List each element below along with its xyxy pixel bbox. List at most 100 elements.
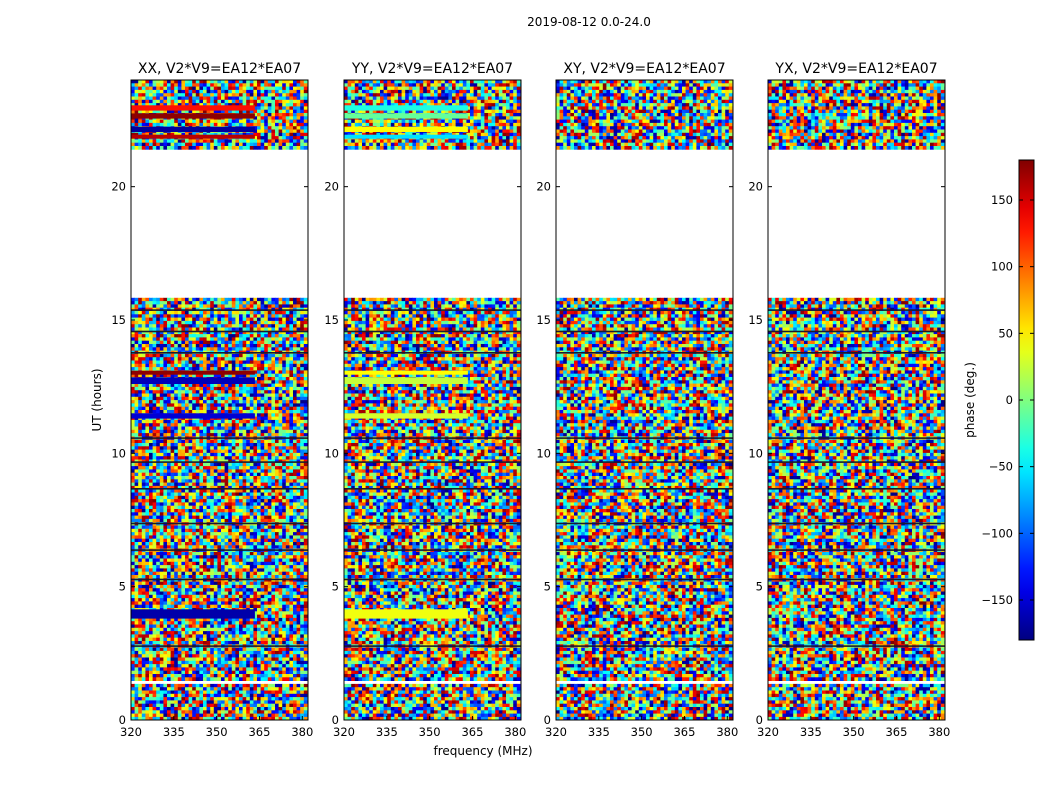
- y-tick-label: 15: [536, 313, 551, 327]
- flag-line: [131, 352, 308, 354]
- panel-frame: [130, 79, 309, 721]
- panel-title: YX, V2*V9=EA12*EA07: [774, 61, 937, 77]
- flag-line: [556, 309, 733, 311]
- x-tick-label: 350: [843, 725, 865, 739]
- y-tick-label: 0: [756, 713, 763, 727]
- flag-line: [768, 461, 945, 463]
- flag-line: [768, 549, 945, 551]
- colorbar-tick-label: 0: [1006, 393, 1013, 407]
- flag-line: [131, 488, 308, 490]
- flag-line: [344, 522, 521, 525]
- panels: XX, V2*V9=EA12*EA07 320 335 350 365 380 0 5 10 15…: [111, 61, 950, 739]
- coherent-phase-band: [344, 134, 468, 139]
- colorbar: −150 −100 −50 0 50 100 150: [981, 159, 1035, 641]
- flag-line: [131, 578, 308, 581]
- flag-line: [344, 309, 521, 311]
- x-tick-label: 350: [631, 725, 653, 739]
- colorbar-tick-label: −100: [981, 526, 1013, 540]
- flag-line: [344, 578, 521, 581]
- panel-frame: [343, 79, 522, 721]
- coherent-phase-band: [131, 609, 255, 619]
- coherent-phase-band: [344, 126, 468, 132]
- flag-line: [768, 309, 945, 311]
- colorbar-tick-label: −150: [981, 593, 1013, 607]
- x-tick-label: 335: [800, 725, 822, 739]
- x-tick-label: 335: [588, 725, 610, 739]
- flag-line: [131, 330, 308, 333]
- y-tick-label: 5: [756, 580, 763, 594]
- flag-line: [556, 437, 733, 439]
- x-tick-label: 335: [376, 725, 398, 739]
- flag-line: [344, 437, 521, 439]
- colorbar-label: phase (deg.): [963, 362, 977, 438]
- flag-line: [131, 437, 308, 439]
- flag-line: [556, 352, 733, 354]
- x-tick-label: 380: [716, 725, 738, 739]
- panel-3: XY, V2*V9=EA12*EA07 320 335 350 365 380 0 5 10 15…: [536, 61, 738, 739]
- panel-frame: [555, 79, 734, 721]
- y-tick-label: 5: [544, 580, 551, 594]
- y-tick-label: 15: [111, 313, 126, 327]
- colorbar-tick-label: −50: [989, 460, 1013, 474]
- flag-line: [344, 645, 521, 647]
- coherent-phase-band: [344, 413, 468, 419]
- coherent-phase-band: [344, 105, 468, 111]
- y-tick-label: 10: [324, 446, 339, 460]
- flag-line: [556, 461, 733, 463]
- flag-line: [768, 522, 945, 525]
- flag-line: [768, 645, 945, 647]
- coherent-phase-band: [131, 377, 255, 384]
- y-tick-label: 15: [748, 313, 763, 327]
- panel-title: YY, V2*V9=EA12*EA07: [351, 61, 513, 77]
- x-tick-label: 365: [673, 725, 695, 739]
- flag-line: [131, 645, 308, 647]
- flag-line: [768, 488, 945, 490]
- x-tick-label: 380: [291, 725, 313, 739]
- phase-heatmap: [344, 80, 521, 720]
- flag-line: [344, 461, 521, 463]
- x-tick-label: 350: [206, 725, 228, 739]
- flag-line: [556, 578, 733, 581]
- x-tick-label: 320: [545, 725, 567, 739]
- figure-suptitle: 2019-08-12 0.0-24.0: [527, 15, 651, 29]
- flag-line: [556, 549, 733, 551]
- coherent-phase-band: [131, 370, 255, 375]
- y-tick-label: 20: [536, 180, 551, 194]
- x-tick-label: 380: [504, 725, 526, 739]
- colorbar-tick-label: 50: [998, 326, 1013, 340]
- panel-1: XX, V2*V9=EA12*EA07 320 335 350 365 380 0 5 10 15…: [111, 61, 313, 739]
- flag-line: [131, 522, 308, 525]
- y-axis-label: UT (hours): [90, 368, 104, 431]
- y-tick-label: 5: [119, 580, 126, 594]
- phase-heatmap: [556, 80, 733, 720]
- y-tick-label: 10: [536, 446, 551, 460]
- flag-line: [768, 437, 945, 439]
- phase-heatmap: [768, 80, 945, 720]
- panel-title: XX, V2*V9=EA12*EA07: [138, 61, 301, 77]
- panel-frame: [767, 79, 946, 721]
- colorbar-tick-label: 100: [991, 260, 1013, 274]
- y-tick-label: 20: [111, 180, 126, 194]
- y-tick-label: 0: [332, 713, 339, 727]
- y-tick-label: 0: [119, 713, 126, 727]
- flag-line: [556, 522, 733, 525]
- coherent-phase-band: [131, 134, 255, 139]
- y-tick-label: 20: [324, 180, 339, 194]
- coherent-phase-band: [131, 126, 255, 132]
- y-tick-label: 5: [332, 580, 339, 594]
- flag-line: [768, 578, 945, 581]
- flag-line: [768, 352, 945, 354]
- flag-line: [556, 330, 733, 333]
- y-tick-label: 10: [748, 446, 763, 460]
- flag-line: [344, 330, 521, 333]
- flag-line: [768, 330, 945, 333]
- x-tick-label: 350: [419, 725, 441, 739]
- y-tick-label: 15: [324, 313, 339, 327]
- x-tick-label: 320: [120, 725, 142, 739]
- flag-line: [344, 549, 521, 551]
- x-axis-label: frequency (MHz): [433, 744, 532, 758]
- flag-line: [344, 488, 521, 490]
- y-tick-label: 10: [111, 446, 126, 460]
- flag-line: [556, 645, 733, 647]
- y-tick-label: 0: [544, 713, 551, 727]
